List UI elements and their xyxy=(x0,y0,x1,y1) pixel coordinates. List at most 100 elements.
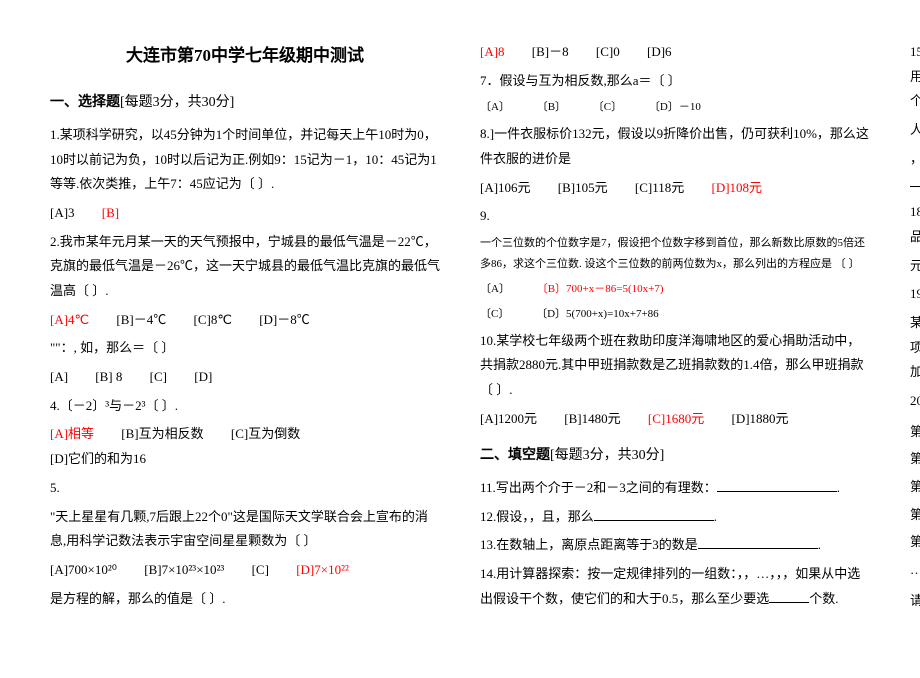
section1-heading: 一、选择题[每题3分，共30分] xyxy=(50,90,440,117)
q4-b: [B]互为相反数 xyxy=(121,422,203,447)
q1-a: [A]3 xyxy=(50,201,75,226)
q2-text: 2.我市某年元月某一天的天气预报中，宁城县的最低气温是－22℃，克旗的最低气温是… xyxy=(50,230,440,304)
q7-d: 〔D〕－10 xyxy=(649,97,701,118)
q2-c: [C]8℃ xyxy=(194,308,232,333)
q7-c: 〔C〕 xyxy=(593,97,622,118)
section2-info: [每题3分，共30分] xyxy=(550,448,664,463)
q18: 18.某商品标价为800元，现按九折出售，仍可获利20%，那么这种商品的进价为 xyxy=(910,200,920,249)
q1-options: [A]3 [B] xyxy=(50,201,440,226)
q6-a: [A]8 xyxy=(480,40,505,65)
table-row: 第1行 1 xyxy=(910,420,920,445)
q3-b: [B] 8 xyxy=(95,365,122,390)
q19-lead: 19. xyxy=(910,282,920,307)
q11-text: 11.写出两个介于－2和－3之间的有理数： xyxy=(480,480,717,495)
q2-b: [B]－4℃ xyxy=(116,308,166,333)
q4-a: [A]相等 xyxy=(50,422,94,447)
q17: ，为有理数，我们定义一种新的运算""，使得=2－,那么[12]3=. xyxy=(910,147,920,196)
q20-lead: 20.将1，－，，－，，－，…按一定规律排列如下： xyxy=(910,389,920,414)
q5-d: [D]7×10²² xyxy=(296,558,349,583)
q6-options: [A]8 [B]－8 [C]0 [D]6 xyxy=(480,40,870,65)
q8-a: [A]106元 xyxy=(480,176,531,201)
q6-d: [D]6 xyxy=(647,40,672,65)
q5-body: "天上星星有几颗,7后跟上22个0"这是国际天文学联合会上宣布的消息,用科学记数… xyxy=(50,505,440,554)
q6-text: 是方程的解，那么的值是〔 〕. xyxy=(50,587,440,612)
q14b-text: 个数. xyxy=(809,591,838,606)
q16: 人，根据题意列方程为：. xyxy=(910,118,920,143)
q3-text: ""：, 如，那么＝〔 〕 xyxy=(50,336,440,361)
row-label: 第3行 xyxy=(910,475,920,500)
q4-text: 4.〔－2〕³与－2³〔 〕. xyxy=(50,394,440,419)
q15-text: 15.鲁迅先生十分重视精神文化方面的消费，据史料记载，他在晚年用于购置书的费用约… xyxy=(910,44,920,84)
q14: 14.用计算器探索：按一定规律排列的一组数：，，…，，，如果从中选出假设干个数，… xyxy=(480,562,870,611)
q19: 某农户每年有A、B两项收入，A项年收入是B项的1.4倍，预计明年B项收入将减少3… xyxy=(910,311,920,385)
q18b: 元. xyxy=(910,254,920,279)
table-row: 第5行 － － － xyxy=(910,530,920,555)
q7-text: 7．假设与互为相反数,那么a＝〔 〕 xyxy=(480,69,870,94)
q5-a: [A]700×10²⁰ xyxy=(50,558,117,583)
q2-options: [A]4℃ [B]－4℃ [C]8℃ [D]－8℃ xyxy=(50,308,440,333)
q4-c: [C]互为倒数 xyxy=(231,422,300,447)
q15: 15.鲁迅先生十分重视精神文化方面的消费，据史料记载，他在晚年用于购置书的费用约… xyxy=(910,40,920,114)
q20-ask: 请你写出第20行从左至右第10个数是. xyxy=(910,589,920,614)
q6-c: [C]0 xyxy=(596,40,620,65)
q10-d: [D]1880元 xyxy=(731,407,788,432)
q9-b: 〔B〕700+x－86=5(10x+7) xyxy=(537,279,664,300)
table-row: … … … … xyxy=(910,558,920,583)
blank xyxy=(769,589,809,603)
row-label: 第1行 xyxy=(910,420,920,445)
q3-c: [C] xyxy=(150,365,167,390)
q8-c: [C]118元 xyxy=(635,176,684,201)
q3-a: [A] xyxy=(50,365,68,390)
q10-options: [A]1200元 [B]1480元 [C]1680元 [D]1880元 xyxy=(480,407,870,432)
q1-text: 1.某项科学研究，以45分钟为1个时间单位，并记每天上午10时为0，10时以前记… xyxy=(50,123,440,197)
q5-lead: 5. xyxy=(50,476,440,501)
q5-options: [A]700×10²⁰ [B]7×10²³×10²³ [C] [D]7×10²² xyxy=(50,558,440,583)
q15b-text: 个有效数字. xyxy=(910,93,920,108)
section1-label: 一、选择题 xyxy=(50,95,120,110)
q20-ask-text: 请你写出第20行从左至右第10个数是 xyxy=(910,593,920,608)
q2-d: [D]－8℃ xyxy=(259,308,310,333)
q20-table: 第1行 1 第2行 － 第3行 － － 第4行 － － 第5行 － － － … xyxy=(910,420,920,583)
q3-d: [D] xyxy=(194,365,212,390)
q8-text: 8.]一件衣服标价132元，假设以9折降价出售，仍可获利10%，那么这件衣服的进… xyxy=(480,122,870,171)
q17-text: ，为有理数，我们定义一种新的运算""，使得=2－,那么[12]3= xyxy=(910,151,920,166)
q10-text: 10.某学校七年级两个班在救助印度洋海啸地区的爱心捐助活动中，共捐款2880元.… xyxy=(480,329,870,403)
q10-c: [C]1680元 xyxy=(648,407,704,432)
row-label: … xyxy=(910,558,920,583)
q12: 12.假设，，且，那么. xyxy=(480,505,870,530)
q9-a: 〔A〕 xyxy=(480,279,510,300)
section2-heading: 二、填空题[每题3分，共30分] xyxy=(480,443,870,470)
q10-b: [B]1480元 xyxy=(564,407,620,432)
q7-options: 〔A〕 〔B〕 〔C〕 〔D〕－10 xyxy=(480,97,870,118)
q3-options: [A] [B] 8 [C] [D] xyxy=(50,365,440,390)
section1-info: [每题3分，共30分] xyxy=(120,95,234,110)
q7-a: 〔A〕 xyxy=(480,97,510,118)
section2-label: 二、填空题 xyxy=(480,448,550,463)
q1-b: [B] xyxy=(102,201,119,226)
table-row: 第2行 － xyxy=(910,447,920,472)
q9-d: 〔D〕5(700+x)=10x+7+86 xyxy=(536,304,659,325)
blank xyxy=(698,535,818,549)
row-label: 第4行 xyxy=(910,503,920,528)
page-title: 大连市第70中学七年级期中测试 xyxy=(50,40,440,72)
q8-d: [D]108元 xyxy=(712,176,763,201)
q9-body: 一个三位数的个位数字是7，假设把个位数字移到首位，那么新数比原数的5倍还多86，… xyxy=(480,233,870,275)
q13: 13.在数轴上，离原点距离等于3的数是. xyxy=(480,533,870,558)
q9-options-1: 〔A〕 〔B〕700+x－86=5(10x+7) xyxy=(480,279,870,300)
row-label: 第5行 xyxy=(910,530,920,555)
q13-text: 13.在数轴上，离原点距离等于3的数是 xyxy=(480,537,698,552)
q4-options: [A]相等 [B]互为相反数 [C]互为倒数 [D]它们的和为16 xyxy=(50,422,440,471)
q9-options-2: 〔C〕 〔D〕5(700+x)=10x+7+86 xyxy=(480,304,870,325)
blank xyxy=(910,173,920,187)
q8-b: [B]105元 xyxy=(558,176,608,201)
table-row: 第4行 － － xyxy=(910,503,920,528)
q2-a: [A]4℃ xyxy=(50,308,89,333)
q5-c: [C] xyxy=(252,558,269,583)
row-label: 第2行 xyxy=(910,447,920,472)
q9-c: 〔C〕 xyxy=(480,304,509,325)
blank xyxy=(594,507,714,521)
q5-b: [B]7×10²³×10²³ xyxy=(144,558,224,583)
q10-a: [A]1200元 xyxy=(480,407,537,432)
q12-text: 12.假设，，且，那么 xyxy=(480,509,594,524)
q11: 11.写出两个介于－2和－3之间的有理数：. xyxy=(480,476,870,501)
